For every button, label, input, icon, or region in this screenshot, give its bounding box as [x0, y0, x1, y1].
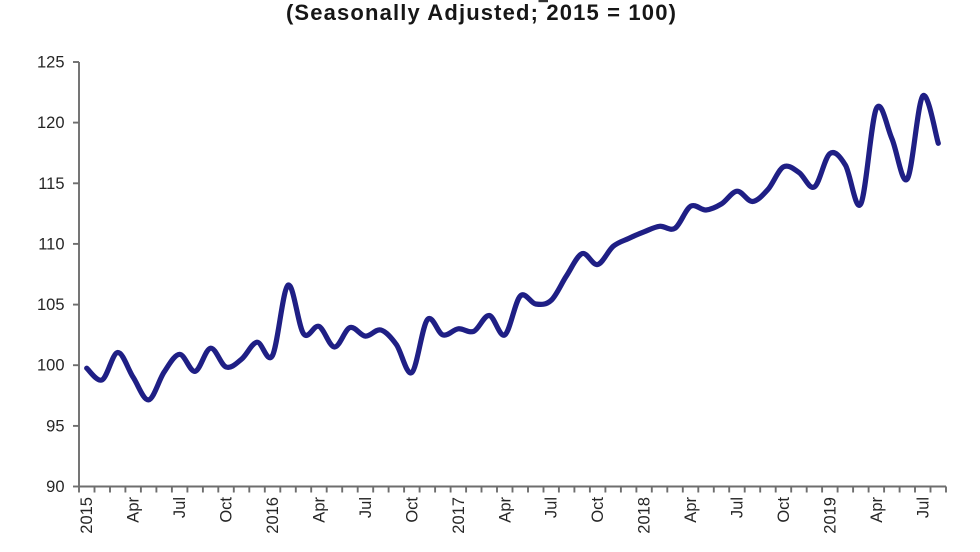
svg-text:(Seasonally Adjusted; 2015 = 1: (Seasonally Adjusted; 2015 = 100) [286, 0, 677, 25]
svg-text:120: 120 [37, 114, 65, 132]
svg-text:Oct: Oct [775, 497, 793, 523]
svg-text:Apr: Apr [496, 497, 514, 523]
svg-text:125: 125 [37, 54, 65, 72]
svg-text:115: 115 [38, 175, 64, 193]
svg-text:2017: 2017 [450, 497, 468, 534]
svg-text:Apr: Apr [682, 497, 700, 523]
svg-text:90: 90 [46, 478, 64, 496]
svg-text:2015: 2015 [78, 497, 96, 534]
svg-text:Oct: Oct [589, 497, 607, 523]
svg-text:Jul: Jul [171, 497, 189, 518]
svg-text:Oct: Oct [403, 497, 421, 523]
svg-text:100: 100 [37, 357, 65, 375]
svg-text:Apr: Apr [125, 497, 143, 523]
svg-text:Jul: Jul [729, 497, 747, 518]
svg-text:95: 95 [46, 417, 64, 435]
svg-text:110: 110 [38, 235, 64, 253]
svg-text:Jul: Jul [914, 497, 932, 518]
svg-text:Jul: Jul [357, 497, 375, 518]
svg-text:Apr: Apr [868, 497, 886, 523]
svg-text:Apr: Apr [311, 497, 329, 523]
svg-text:2016: 2016 [264, 497, 282, 534]
svg-text:Oct: Oct [218, 497, 236, 523]
svg-text:2019: 2019 [821, 497, 839, 534]
svg-text:Jul: Jul [543, 497, 561, 518]
svg-text:2018: 2018 [636, 497, 654, 534]
svg-text:105: 105 [37, 296, 65, 314]
